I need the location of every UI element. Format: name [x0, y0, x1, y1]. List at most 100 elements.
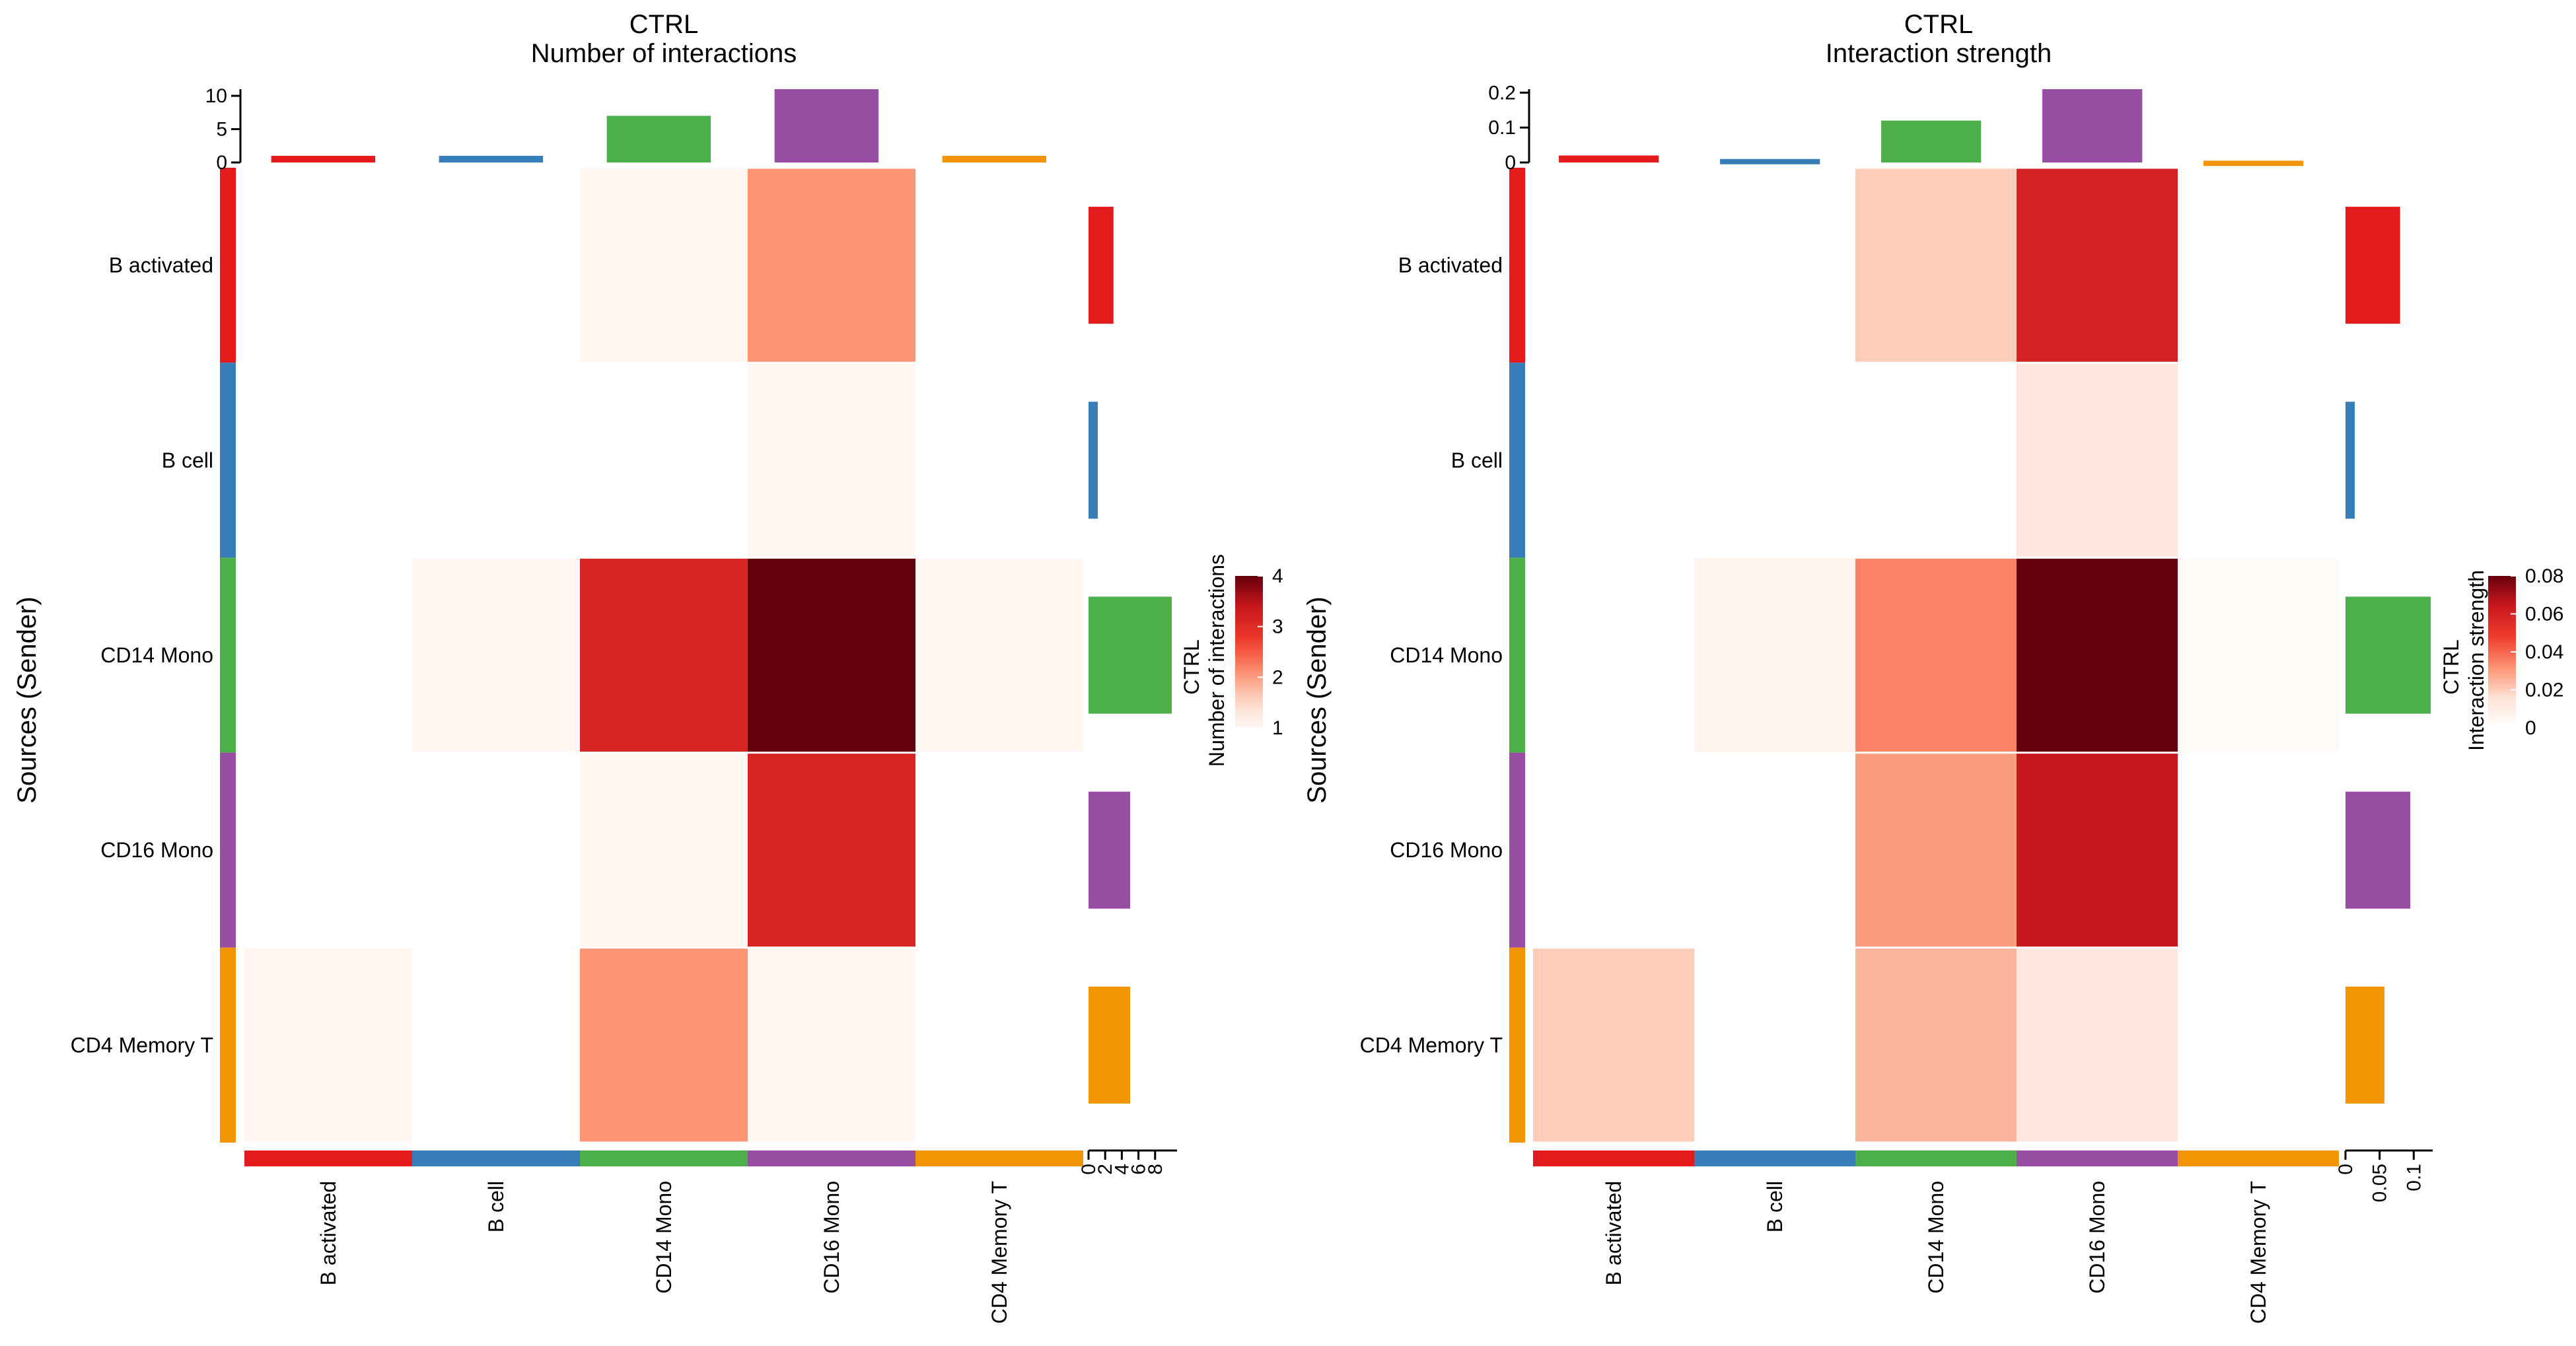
legend-tick-label: 0.02 [2525, 680, 2563, 701]
row-label: B cell [1451, 448, 1503, 472]
row-group-color [1509, 557, 1525, 753]
row-group-color [1509, 168, 1525, 363]
legend-subtitle: Interaction strength [2464, 570, 2488, 751]
heatmap-cell [2178, 947, 2339, 1143]
col-group-color [244, 1151, 412, 1166]
top-axis-tick-label: 0.1 [1488, 117, 1516, 139]
col-label: CD16 Mono [2085, 1181, 2109, 1294]
row-total-bar [1089, 596, 1172, 714]
heatmap-cell [1533, 557, 1694, 753]
heatmap-cell [244, 752, 412, 948]
heatmap-cell [2017, 363, 2178, 558]
panel-subtitle: Interaction strength [1826, 39, 2052, 68]
panel-title: CTRL [1904, 10, 1973, 39]
col-total-bar [1720, 159, 1820, 164]
heatmap-cell [412, 363, 580, 558]
y-axis-label: Sources (Sender) [13, 596, 42, 803]
legend-colorbar [1235, 576, 1263, 728]
col-total-bar [774, 89, 879, 162]
heatmap-cell [1533, 363, 1694, 558]
right-axis-tick-label: 4 [1111, 1164, 1133, 1175]
col-total-bar [606, 116, 711, 162]
row-group-color [1509, 752, 1525, 948]
heatmap-cell [244, 947, 412, 1143]
heatmap-cell [915, 363, 1083, 558]
heatmap-cell [1855, 947, 2017, 1143]
heatmap-cell [1694, 363, 1855, 558]
top-axis-tick-label: 0 [1505, 152, 1516, 174]
top-axis-tick-label: 10 [205, 85, 227, 107]
row-total-bar [1089, 986, 1130, 1104]
row-group-color [220, 752, 236, 948]
legend-tick-label: 4 [1272, 565, 1283, 587]
heatmap-cell [244, 557, 412, 753]
col-total-bar [2042, 89, 2143, 162]
right-axis-tick-label: 0 [1078, 1164, 1100, 1175]
row-total-bar [2345, 986, 2384, 1104]
row-label: CD4 Memory T [1360, 1033, 1503, 1057]
col-label: CD14 Mono [652, 1181, 676, 1294]
heatmap-cell [2178, 752, 2339, 948]
row-total-bar [2345, 402, 2355, 519]
heatmap-cell [748, 363, 915, 558]
row-label: CD16 Mono [100, 838, 213, 862]
col-label: CD4 Memory T [987, 1181, 1011, 1324]
row-label: CD14 Mono [1390, 643, 1503, 667]
right-axis-tick-label: 0.1 [2403, 1164, 2425, 1191]
heatmap-cell [1694, 557, 1855, 753]
heatmap-cell [2178, 557, 2339, 753]
legend-tick-label: 0.08 [2525, 565, 2563, 587]
row-group-color [220, 363, 236, 558]
heatmap-cell [915, 557, 1083, 753]
heatmap-cell [1533, 752, 1694, 948]
row-total-bar [2345, 207, 2400, 324]
heatmap-cell [748, 557, 915, 753]
heatmap-cell [412, 752, 580, 948]
heatmap-cell [2017, 947, 2178, 1143]
right-axis-tick-label: 0 [2335, 1164, 2357, 1175]
heatmap-cell [412, 168, 580, 363]
right-axis-tick-label: 0.05 [2369, 1164, 2391, 1202]
col-label: B cell [484, 1181, 508, 1232]
col-total-bar [271, 155, 376, 162]
legend-tick-label: 1 [1272, 717, 1283, 739]
heatmap-cell [580, 168, 748, 363]
y-axis-label: Sources (Sender) [1303, 596, 1332, 803]
col-total-bar [1881, 120, 1982, 162]
right-axis-tick-label: 8 [1145, 1164, 1166, 1175]
panel-subtitle: Number of interactions [531, 39, 797, 68]
top-barplot: 0 5 10 [205, 85, 1047, 174]
col-group-color [1855, 1151, 2017, 1166]
heatmap-cell [580, 752, 748, 948]
row-group-color [220, 557, 236, 753]
heatmap-cell [580, 363, 748, 558]
row-label: B activated [1398, 254, 1503, 277]
heatmap-cell [412, 557, 580, 753]
col-label: CD4 Memory T [2246, 1181, 2270, 1324]
col-group-color [2178, 1151, 2339, 1166]
legend-tick-label: 2 [1272, 666, 1283, 688]
col-label: B activated [316, 1181, 340, 1285]
row-label: CD16 Mono [1390, 838, 1503, 862]
heatmap-cell [244, 168, 412, 363]
row-group-color [1509, 363, 1525, 558]
heatmap-cell [580, 947, 748, 1143]
right-axis-tick-label: 6 [1128, 1164, 1150, 1175]
legend-tick-label: 3 [1272, 616, 1283, 638]
heatmap-cell [1855, 557, 2017, 753]
heatmap-cell [915, 947, 1083, 1143]
heatmap-cell [1694, 168, 1855, 363]
row-label: B cell [162, 448, 213, 472]
top-barplot: 0 0.1 0.2 [1488, 82, 2304, 174]
panel-title: CTRL [629, 10, 698, 39]
heatmap-cell [1694, 752, 1855, 948]
col-label: CD14 Mono [1924, 1181, 1948, 1294]
heatmap-cell [1855, 363, 2017, 558]
heatmap-cell [1533, 168, 1694, 363]
row-total-bar [2345, 791, 2411, 909]
col-total-bar [942, 155, 1047, 162]
heatmap-cell [748, 752, 915, 948]
right-barplot: 0 0.05 0.1 [2335, 207, 2433, 1202]
col-total-bar [439, 155, 544, 162]
